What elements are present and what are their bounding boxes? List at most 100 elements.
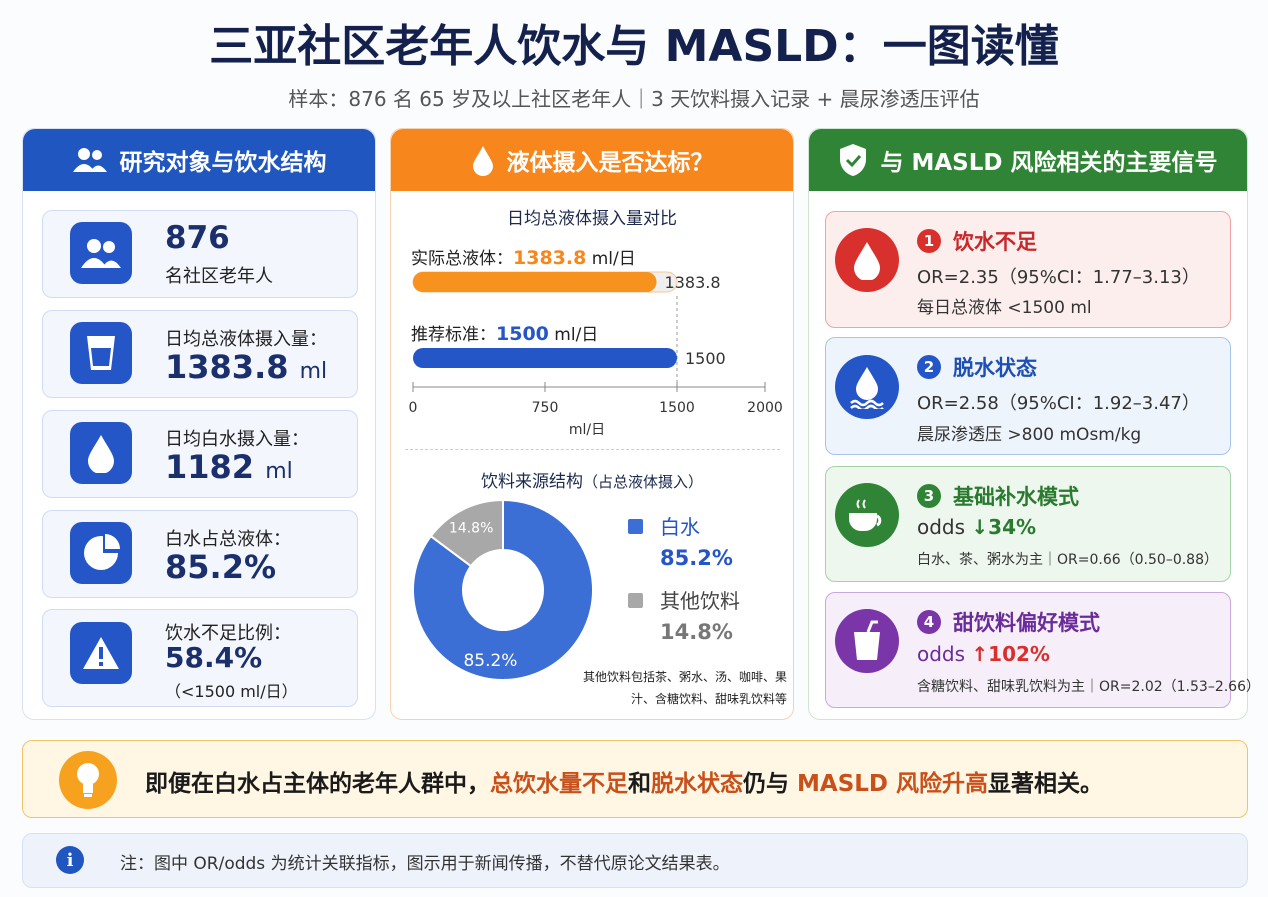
icon (70, 422, 132, 484)
stat-label: 饮水不足比例： (165, 623, 291, 644)
title: 饮料来源结构 (480, 472, 583, 492)
stat-label: 日均总液体摄入量： (165, 329, 327, 350)
signal-line: 白水、茶、粥水为主｜OR=0.66（0.50–0.88） (917, 552, 1218, 568)
footnote-box (22, 833, 1248, 888)
stat-value: 58.4% (165, 641, 263, 674)
icon (70, 622, 132, 684)
value: 1383.8 (513, 247, 587, 269)
signal-line: 每日总液体 <1500 ml (917, 298, 1092, 318)
stat-note: （<1500 ml/日） (165, 682, 298, 701)
odds-label: odds (917, 515, 966, 539)
stat-value: 1383.8 ml (165, 348, 327, 386)
panel-title: 研究对象与饮水结构 (119, 150, 327, 176)
panel-header: 研究对象与饮水结构 (23, 129, 375, 191)
highlight: 脱水状态 (651, 771, 743, 797)
signal-title: 脱水状态 (953, 356, 1037, 380)
category: 推荐标准： (411, 325, 496, 345)
value: 1182 (165, 448, 255, 486)
text: 仍与 (743, 771, 798, 797)
signal-number: 4 (917, 610, 941, 634)
icon (835, 228, 899, 292)
signal-odds: odds ↓34% (917, 515, 1036, 539)
signal-line: 晨尿渗透压 >800 mOsm/kg (917, 425, 1142, 445)
stat-label: 白水占总液体： (165, 529, 291, 550)
icon (835, 355, 899, 419)
stat-label: 日均白水摄入量： (165, 429, 309, 450)
stat-value: 1182 ml (165, 448, 293, 486)
slice-label: 85.2% (463, 651, 517, 671)
subtitle: （占总液体摄入） (582, 473, 703, 491)
highlight: 总饮水量不足 (490, 771, 628, 797)
legend-label: 白水 (660, 515, 700, 539)
panel-header: 与 MASLD 风险相关的主要信号 (809, 129, 1247, 191)
legend-swatch (628, 519, 643, 534)
odds-value: ↑102% (971, 642, 1050, 666)
x-tick-label: 750 (532, 400, 559, 416)
unit: ml (299, 359, 328, 384)
signal-odds: odds ↑102% (917, 642, 1050, 666)
icon (70, 522, 132, 584)
summary-box (22, 740, 1248, 818)
text: 显著相关。 (988, 771, 1104, 797)
bar (413, 272, 657, 292)
stat-value: 876 (165, 220, 230, 256)
info-icon: i (56, 846, 84, 874)
value-label: 1383.8 (665, 273, 721, 292)
panel-header: 液体摄入是否达标？ (391, 129, 793, 191)
icon (70, 322, 132, 384)
stat-value: 85.2% (165, 548, 277, 586)
icon (835, 483, 899, 547)
odds-label: odds (917, 642, 966, 666)
signal-line: OR=2.35（95%CI：1.77–3.13） (917, 267, 1200, 288)
unit: ml (265, 459, 293, 484)
legend-value: 85.2% (660, 546, 733, 570)
icon (835, 609, 899, 673)
bar (413, 348, 677, 368)
icon (59, 751, 117, 809)
icon (72, 148, 107, 172)
odds-value: ↓34% (971, 515, 1037, 539)
signal-title: 甜饮料偏好模式 (953, 611, 1100, 635)
legend-label: 其他饮料 (660, 589, 740, 613)
footnote: 注：图中 OR/odds 为统计关联指标，图示用于新闻传播，不替代原论文结果表。 (120, 854, 730, 874)
x-tick-label: 0 (409, 400, 418, 416)
value: 1383.8 (165, 348, 289, 386)
text: 和 (628, 771, 651, 797)
separator (405, 449, 780, 450)
bar-label: 实际总液体：1383.8 ml/日 (411, 244, 636, 269)
legend-swatch (628, 593, 643, 608)
chart-title: 饮料来源结构（占总液体摄入） (390, 467, 794, 492)
pie-slice (429, 498, 504, 568)
title: 三亚社区老年人饮水与 MASLD：一图读懂 (209, 21, 1059, 72)
value-label: 1500 (685, 349, 726, 368)
x-tick-label: 2000 (747, 400, 783, 416)
unit: ml/日 (554, 325, 599, 345)
signal-title: 基础补水模式 (953, 485, 1079, 509)
panel-title: 与 MASLD 风险相关的主要信号 (880, 150, 1218, 176)
signal-number: 2 (917, 355, 941, 379)
icon (472, 146, 493, 176)
chart-note: 其他饮料包括茶、粥水、汤、咖啡、果汁、含糖饮料、甜味乳饮料等 (582, 670, 787, 706)
signal-line: OR=2.58（95%CI：1.92–3.47） (917, 393, 1200, 414)
value: 1500 (496, 323, 549, 345)
text: 即便在白水占主体的老年人群中， (145, 771, 490, 797)
unit: ml/日 (591, 249, 636, 269)
bar-label: 推荐标准：1500 ml/日 (411, 320, 598, 345)
panel-title: 液体摄入是否达标？ (506, 150, 714, 176)
highlight: MASLD 风险升高 (797, 771, 989, 797)
subtitle: 样本：876 名 65 岁及以上社区老年人｜3 天饮料摄入记录 + 晨尿渗透压评… (288, 87, 980, 111)
x-axis-label: ml/日 (569, 422, 605, 438)
signal-number: 1 (917, 229, 941, 253)
signal-number: 3 (917, 484, 941, 508)
pie-slice (412, 498, 594, 681)
icon (840, 144, 867, 176)
signal-title: 饮水不足 (953, 230, 1037, 254)
summary: 即便在白水占主体的老年人群中，总饮水量不足和脱水状态仍与 MASLD 风险升高显… (145, 764, 1103, 798)
legend-value: 14.8% (660, 620, 733, 644)
slice-label: 14.8% (449, 521, 493, 537)
stat-label: 名社区老年人 (165, 266, 273, 287)
category: 实际总液体： (411, 249, 513, 269)
icon (70, 222, 132, 284)
